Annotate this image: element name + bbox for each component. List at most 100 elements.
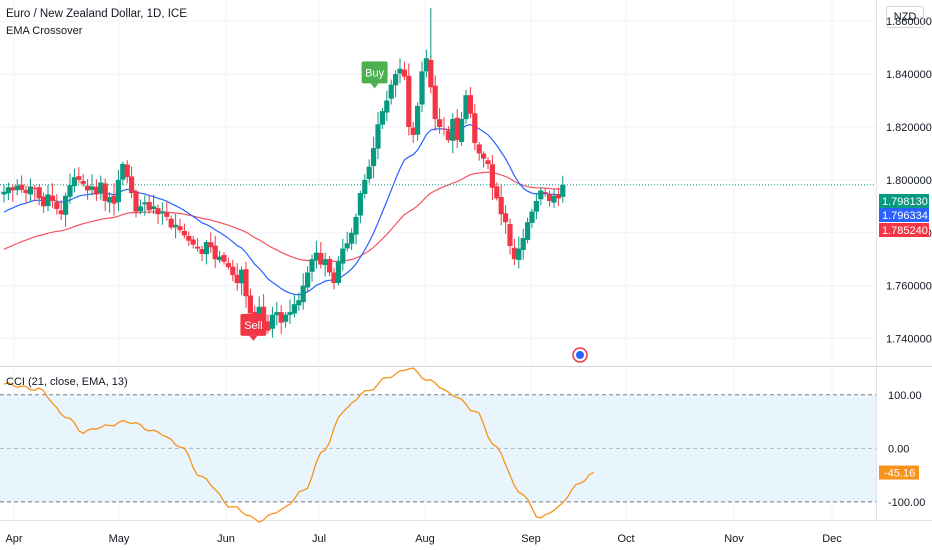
cci-last-label: -45.16	[879, 466, 919, 480]
sell-signal-label: Sell	[244, 320, 262, 332]
candle-body	[468, 95, 473, 114]
candle-body	[507, 224, 512, 246]
candle-body	[543, 192, 548, 193]
candle-body	[191, 240, 196, 245]
candle-body	[292, 304, 297, 313]
candle-body	[305, 272, 310, 287]
candle-body	[195, 247, 200, 249]
cci-tick-label: 100.00	[888, 390, 922, 402]
buy-signal-pointer	[371, 83, 379, 88]
time-tick-label: Sep	[521, 533, 541, 545]
candle-body	[419, 71, 424, 104]
cci-band	[0, 395, 876, 502]
cci-label-text: -45.16	[884, 468, 915, 480]
candle-body	[375, 124, 380, 148]
candle-body	[441, 129, 446, 130]
candle-body	[380, 111, 385, 125]
candle-body	[283, 315, 288, 322]
candle-body	[494, 186, 499, 198]
candle-body	[516, 249, 521, 260]
misc	[573, 348, 587, 362]
candle-body	[384, 101, 389, 113]
time-tick-label: Oct	[617, 533, 634, 545]
time-tick-label: Dec	[822, 533, 842, 545]
time-tick-label: Aug	[415, 533, 435, 545]
price-axis[interactable]: 1.8600001.8400001.8200001.8000001.780000…	[886, 16, 932, 345]
price-label-text: 1.798130	[882, 196, 928, 208]
candle-body	[459, 119, 464, 142]
candle-body	[393, 74, 398, 85]
cci-title: CCI (21, close, EMA, 13)	[6, 376, 128, 388]
time-tick-label: Nov	[724, 533, 744, 545]
time-tick-label: May	[109, 533, 130, 545]
candle-body	[19, 185, 24, 190]
candle-body	[226, 263, 231, 267]
candle-body	[182, 231, 187, 235]
candle-body	[336, 262, 341, 283]
candle-body	[499, 197, 504, 214]
candle-body	[270, 315, 275, 329]
candle-body	[67, 185, 72, 197]
candle-body	[353, 217, 358, 235]
ema-lines	[0, 125, 876, 295]
candle-body	[538, 190, 543, 199]
candle-body	[248, 296, 253, 314]
indicator-label: EMA Crossover	[6, 25, 82, 37]
price-tick-label: 1.820000	[886, 122, 932, 134]
candle-body	[362, 180, 367, 194]
candle-body	[28, 186, 33, 194]
candle-body	[116, 180, 121, 202]
price-tick-label: 1.800000	[886, 175, 932, 187]
candle-body	[327, 259, 332, 272]
candle-body	[358, 193, 363, 215]
candle-body	[125, 165, 130, 178]
price-tick-label: 1.840000	[886, 69, 932, 81]
candle-body	[301, 286, 306, 302]
chart-title: Euro / New Zealand Dollar, 1D, ICE	[6, 8, 187, 20]
candle-body	[529, 212, 534, 223]
event-icon-core	[576, 351, 584, 359]
candle-body	[243, 269, 248, 296]
candle-body	[81, 181, 86, 184]
candle-body	[63, 196, 68, 215]
candle-body	[164, 213, 169, 217]
ema-fast-price-label: 1.796334	[879, 208, 929, 222]
price-tick-label: 1.760000	[886, 281, 932, 293]
last-price-label: 1.798130	[879, 194, 929, 208]
signals[interactable]: Buy Sell	[240, 61, 387, 341]
candle-body	[402, 70, 407, 77]
time-tick-label: Apr	[5, 533, 22, 545]
candle-body	[50, 196, 55, 201]
candle-body	[371, 148, 376, 166]
candle-body	[428, 60, 433, 87]
candle-body	[490, 164, 495, 188]
candle-body	[485, 160, 490, 164]
candle-body	[221, 255, 226, 262]
candle-body	[525, 222, 530, 240]
cci-tick-label: -100.00	[888, 497, 925, 509]
time-tick-label: Jul	[312, 533, 326, 545]
candle-body	[367, 167, 372, 179]
price-tick-label: 1.740000	[886, 334, 932, 346]
buy-signal-label: Buy	[365, 67, 384, 79]
candle-body	[177, 226, 182, 230]
currency-button[interactable]: NZD	[886, 6, 924, 28]
candle-body	[389, 85, 394, 99]
cci-axis[interactable]: 100.00 0.00 -100.00	[888, 390, 925, 509]
candle-body	[437, 119, 442, 127]
time-axis[interactable]: Apr May Jun Jul Aug Sep Oct Nov Dec	[5, 533, 842, 545]
candle-body	[503, 213, 508, 222]
candle-body	[472, 113, 477, 142]
cci-tick-label: 0.00	[888, 443, 909, 455]
candle-body	[345, 243, 350, 248]
candle-body	[129, 176, 134, 193]
candle-body	[534, 201, 539, 212]
candle-body	[481, 154, 486, 159]
candle-body	[433, 86, 438, 119]
candle-body	[415, 106, 420, 135]
candle-body	[54, 202, 59, 209]
candle-body	[230, 267, 235, 275]
candle-body	[340, 249, 345, 264]
candle-body	[477, 144, 482, 153]
